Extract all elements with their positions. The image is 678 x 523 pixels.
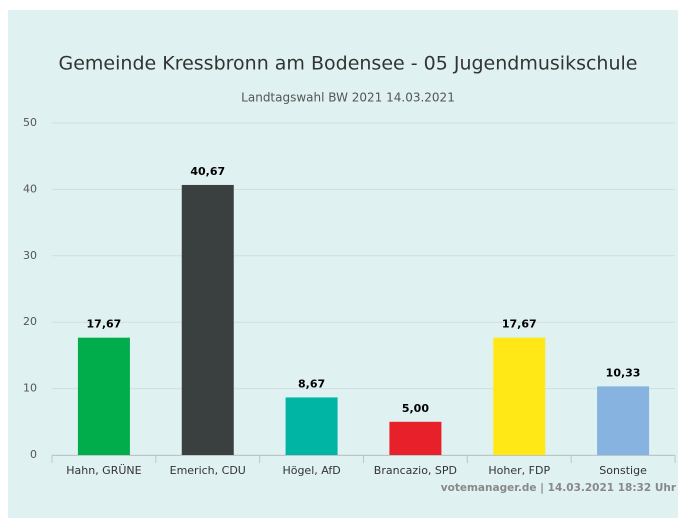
data-label: 17,67	[87, 318, 122, 331]
data-label: 8,67	[298, 377, 325, 390]
y-tick-label: 10	[23, 382, 37, 395]
data-label: 10,33	[606, 366, 641, 379]
data-label: 17,67	[502, 318, 537, 331]
bar	[77, 337, 130, 455]
credits: votemanager.de | 14.03.2021 18:32 Uhr	[441, 482, 677, 494]
bar	[181, 184, 234, 455]
bar	[389, 421, 442, 455]
data-label: 5,00	[402, 402, 429, 415]
y-tick-label: 20	[23, 315, 37, 328]
y-tick-label: 0	[30, 448, 37, 461]
x-tick-label: Hahn, GRÜNE	[66, 464, 141, 477]
x-tick-label: Brancazio, SPD	[374, 464, 457, 477]
x-tick-label: Hoher, FDP	[488, 464, 550, 477]
y-tick-label: 40	[23, 182, 37, 195]
bar	[285, 397, 338, 455]
chart-title: Gemeinde Kressbronn am Bodensee - 05 Jug…	[59, 53, 638, 75]
y-tick-label: 50	[23, 116, 37, 129]
chart-subtitle: Landtagswahl BW 2021 14.03.2021	[241, 91, 455, 105]
y-tick-label: 30	[23, 249, 37, 262]
bar	[597, 386, 650, 455]
data-label: 40,67	[190, 165, 225, 178]
bar	[493, 337, 546, 455]
x-tick-label: Högel, AfD	[282, 464, 340, 477]
x-tick-label: Emerich, CDU	[170, 464, 246, 477]
x-tick-label: Sonstige	[599, 464, 647, 477]
